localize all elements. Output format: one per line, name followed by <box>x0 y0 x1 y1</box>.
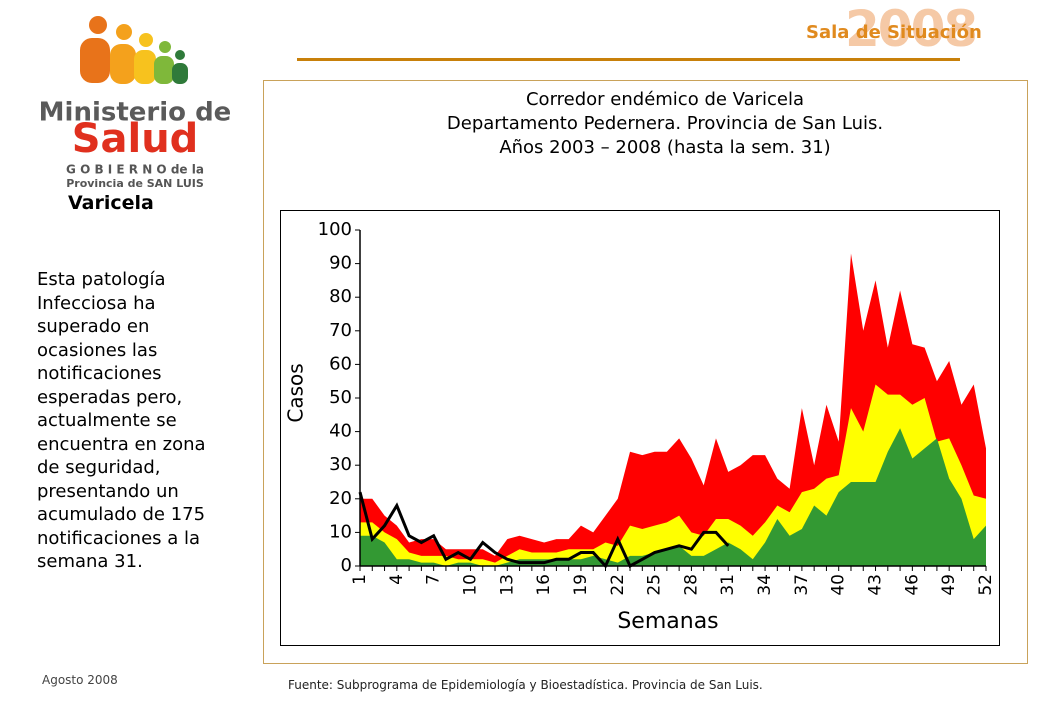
x-tick-label: 16 <box>534 574 554 596</box>
y-tick-label: 100 <box>318 219 352 240</box>
body-line: acumulado de 175 <box>37 504 206 525</box>
logo-text: Ministerio de <box>39 98 232 128</box>
body-line: presentando un <box>37 480 179 502</box>
logo-text: Salud <box>72 116 199 162</box>
date: Agosto 2008 <box>42 673 118 687</box>
sidebar-heading: Varicela <box>68 192 154 214</box>
body-line: Infecciosa ha <box>37 292 156 314</box>
sidebar-body: Esta patología Infecciosa ha superado en oc… <box>37 268 206 574</box>
x-tick-label: 19 <box>571 574 591 596</box>
y-tick-label: 10 <box>329 521 352 542</box>
chart-frame <box>263 80 1028 664</box>
x-axis-label: Semanas <box>617 609 718 634</box>
y-tick-label: 60 <box>329 353 352 374</box>
x-tick-label: 4 <box>387 574 407 585</box>
chart-title: Corredor endémico de Varicela <box>526 89 804 110</box>
y-tick-label: 30 <box>329 454 352 475</box>
body-line: de seguridad, <box>37 457 161 478</box>
y-axis-label: Casos <box>284 363 308 422</box>
y-tick-label: 90 <box>329 253 352 274</box>
header-year: 2008 <box>845 0 978 58</box>
body-line: actualmente se <box>37 410 177 431</box>
x-tick-label: 10 <box>460 574 480 596</box>
body-line: esperadas pero, <box>37 386 183 408</box>
chart-title: Departamento Pedernera. Provincia de San… <box>447 113 883 134</box>
body-line: encuentra en zona <box>37 433 206 455</box>
x-tick-label: 49 <box>939 574 959 596</box>
x-tick-label: 37 <box>792 574 812 596</box>
body-line: notificaciones <box>37 363 162 384</box>
logo-text: G O B I E R N O de la <box>66 163 204 177</box>
logo: Ministerio de Salud G O B I E R N O de l… <box>39 16 232 190</box>
x-tick-label: 25 <box>645 574 665 596</box>
header-brand: Sala de Situación <box>806 22 982 43</box>
line <box>358 491 730 569</box>
source: Fuente: Subprograma de Epidemiología y B… <box>288 678 763 692</box>
x-tick-label: 28 <box>681 574 701 596</box>
x-tick-label: 7 <box>424 574 444 585</box>
y-tick-label: 0 <box>341 555 352 576</box>
x-tick-label: 1 <box>350 574 370 585</box>
logo-figures <box>80 16 188 84</box>
y-tick-label: 50 <box>329 387 352 408</box>
x-tick-label: 52 <box>976 574 996 596</box>
header-rule <box>297 58 960 61</box>
y-tick-label: 40 <box>329 421 352 442</box>
body-line: ocasiones las <box>37 339 158 361</box>
chart-title: Años 2003 – 2008 (hasta la sem. 31) <box>499 137 830 158</box>
logo-text: Provincia de SAN LUIS <box>66 177 204 190</box>
body-line: Esta patología <box>37 269 166 290</box>
x-tick-label: 31 <box>718 574 738 596</box>
y-tick-label: 20 <box>329 488 352 509</box>
x-tick-label: 46 <box>902 574 922 596</box>
x-tick-label: 34 <box>755 574 775 596</box>
x-tick-label: 13 <box>497 574 517 596</box>
body-line: semana 31. <box>37 551 143 572</box>
y-tick-label: 70 <box>329 320 352 341</box>
x-tick-label: 22 <box>608 574 628 596</box>
body-line: superado en <box>37 316 150 337</box>
y-tick-label: 80 <box>329 286 352 307</box>
x-tick-label: 40 <box>829 574 849 596</box>
plot-frame <box>280 210 1000 646</box>
area <box>360 428 986 566</box>
body-line: notificaciones a la <box>37 527 201 549</box>
x-tick-label: 43 <box>866 574 886 596</box>
